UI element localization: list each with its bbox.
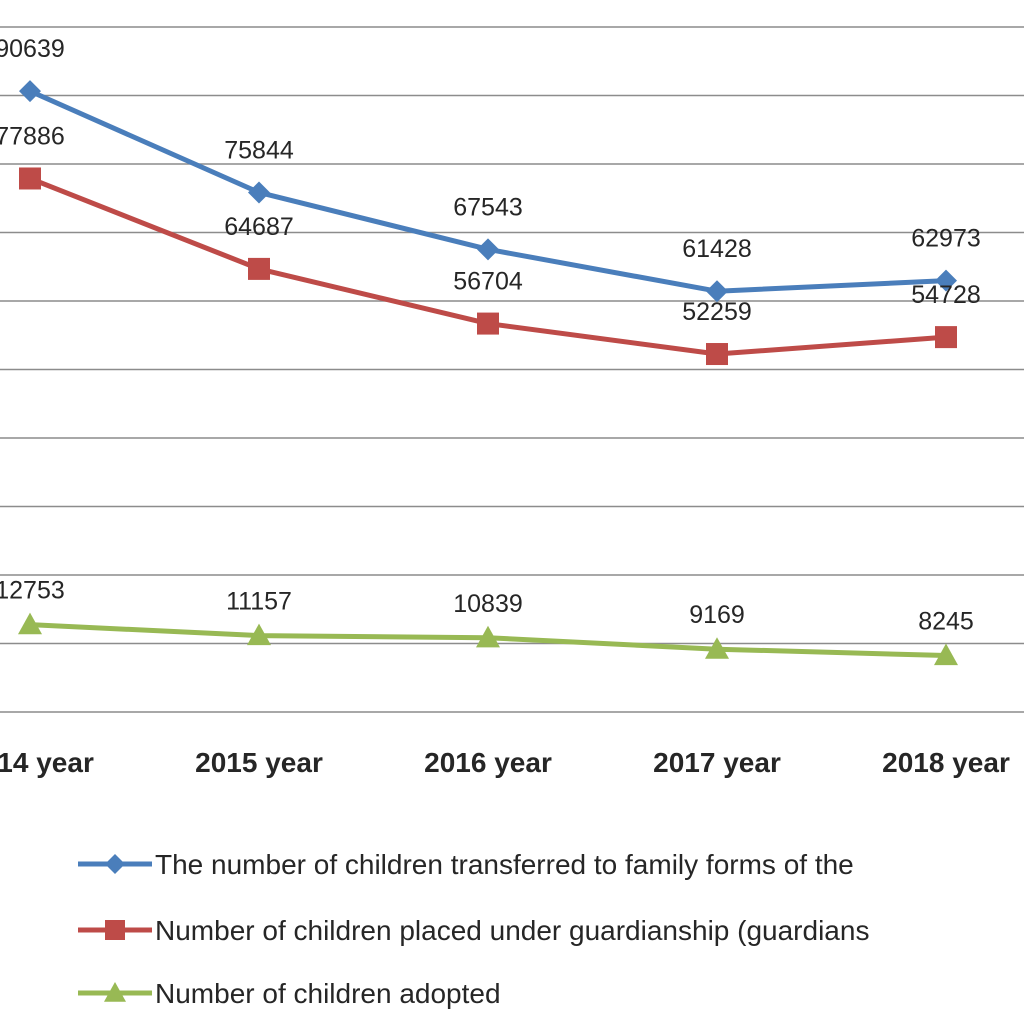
series-2-point	[248, 257, 270, 280]
series-3-data-label: 9169	[689, 601, 745, 629]
x-tick-label: 2018 year	[882, 747, 1010, 778]
data-labels: 90639 75844 67543 61428 62973 77886 64687 56704…	[0, 35, 981, 635]
series-lines	[28, 88, 947, 659]
series-1-data-label: 75844	[224, 136, 294, 164]
series-2-data-label: 54728	[911, 281, 981, 309]
series-3-data-label: 12753	[0, 577, 65, 605]
x-tick-label: 2015 year	[195, 747, 323, 778]
x-tick-label: 2016 year	[424, 747, 552, 778]
legend-marker-2	[105, 920, 125, 940]
series-2-data-label: 56704	[453, 268, 523, 296]
series-1-point	[19, 80, 41, 103]
series-1-point	[477, 238, 499, 261]
series-1-data-label: 61428	[682, 235, 752, 263]
series-1-point	[706, 280, 728, 303]
legend-label-3: Number of children adopted	[155, 978, 501, 1009]
series-1-point	[935, 269, 957, 292]
series-3-data-label: 11157	[226, 588, 292, 616]
series-2-data-label: 52259	[682, 298, 752, 326]
series-1-data-label: 90639	[0, 35, 65, 63]
series-3-point	[476, 625, 500, 648]
series-1-data-label: 67543	[453, 193, 523, 221]
series-3-data-label: 8245	[918, 608, 974, 636]
legend-marker-3	[104, 982, 126, 1002]
series-3-point	[247, 623, 271, 646]
legend-label-1: The number of children transferred to fa…	[155, 849, 854, 880]
series-3-point	[934, 643, 958, 666]
legend: The number of children transferred to fa…	[78, 849, 869, 1009]
x-tick-label: 2017 year	[653, 747, 781, 778]
gridlines	[0, 26, 1024, 713]
series-line-1	[28, 88, 947, 294]
series-2-point	[477, 312, 499, 335]
series-3-point	[18, 612, 42, 635]
series-markers	[18, 80, 958, 666]
x-tick-label: 2014 year	[0, 747, 94, 778]
series-2-point	[706, 343, 728, 366]
series-2-data-label: 77886	[0, 122, 65, 150]
series-1-data-label: 62973	[911, 225, 981, 253]
series-2-point	[19, 167, 41, 190]
series-3-point	[705, 637, 729, 659]
legend-marker-1	[105, 854, 125, 874]
series-2-point	[935, 326, 957, 349]
series-2-data-label: 64687	[224, 213, 294, 241]
series-3-data-label: 10839	[453, 590, 523, 618]
x-axis-tick-labels: 2014 year 2015 year 2016 year 2017 year 2018…	[0, 747, 1010, 778]
series-1-point	[248, 181, 270, 204]
legend-label-2: Number of children placed under guardian…	[155, 915, 869, 946]
